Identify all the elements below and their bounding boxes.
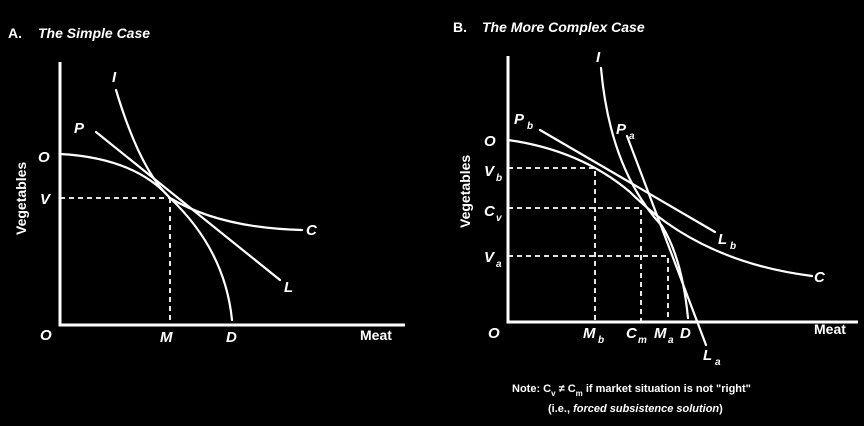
panel-b: B. The More Complex Case Vegetables Meat… <box>453 19 858 368</box>
panel-b-label-cm: C <box>626 325 638 342</box>
panel-b-axes <box>506 56 858 324</box>
panel-b-label-pa-sub: a <box>629 131 635 142</box>
panel-b-label-vb: V <box>484 163 496 180</box>
panel-a-x-axis-label: Meat <box>360 327 392 343</box>
panel-a-label-c: C <box>306 222 318 239</box>
panel-a-line-pl <box>94 130 282 282</box>
panel-a-letter: A. <box>8 25 22 41</box>
panel-b-label-mb-sub: b <box>598 335 604 346</box>
panel-a-curve-id <box>114 88 234 322</box>
panel-a-title: The Simple Case <box>38 25 150 41</box>
panel-b-dash-va-ma <box>508 255 669 322</box>
panel-a-axes <box>58 62 405 327</box>
panel-b-label-va-sub: a <box>496 259 502 270</box>
panel-b-label-la: L <box>703 347 712 364</box>
panel-b-label-cv: C <box>484 203 496 220</box>
note-line1-sub2: m <box>576 389 583 398</box>
note-line1-mid: ≠ C <box>556 383 576 395</box>
panel-b-line-pa-la <box>625 134 708 347</box>
footnote: Note: Cv ≠ Cm if market situation is not… <box>512 383 751 415</box>
panel-b-label-lb: L <box>718 231 727 248</box>
note-line1-suffix: if market situation is not "right" <box>583 383 751 395</box>
panel-b-label-lb-sub: b <box>730 241 736 252</box>
panel-b-label-vb-sub: b <box>496 173 502 184</box>
panel-b-label-pb-sub: b <box>527 121 533 132</box>
panel-b-x-axis-label: Meat <box>814 321 846 337</box>
panel-b-title: The More Complex Case <box>482 19 645 35</box>
note-line2-italic: forced subsistence solution <box>573 403 719 415</box>
panel-b-letter: B. <box>453 19 467 35</box>
panel-b-label-cv-sub: v <box>496 213 503 224</box>
panel-b-dash-vb-mb <box>508 167 596 322</box>
panel-b-label-d: D <box>680 325 691 342</box>
panel-b-label-cm-sub: m <box>638 335 647 346</box>
panel-a-label-i: I <box>112 69 117 86</box>
panel-a-label-o: O <box>38 149 50 166</box>
panel-a-label-l: L <box>284 279 293 296</box>
panel-b-label-c: C <box>814 269 826 286</box>
panel-b-y-axis-label: Vegetables <box>457 155 473 228</box>
panel-b-label-pa: P <box>616 121 627 138</box>
panel-b-label-mb: M <box>583 325 596 342</box>
panel-b-label-la-sub: a <box>715 357 721 368</box>
panel-a-label-d: D <box>226 329 237 346</box>
note-line2-suffix: ) <box>719 403 723 415</box>
panel-b-curve-oc <box>506 138 814 278</box>
panel-b-label-ma: M <box>654 325 667 342</box>
note-line1-prefix: Note: C <box>512 383 551 395</box>
panel-b-line-pb-lb <box>538 128 717 234</box>
panel-a-curve-oc <box>58 152 304 232</box>
panel-a: A. The Simple Case Vegetables Meat O O V… <box>8 25 405 346</box>
note-line2-prefix: (i.e., <box>548 403 573 415</box>
panel-a-label-m: M <box>160 329 173 346</box>
panel-b-label-ma-sub: a <box>668 335 674 346</box>
panel-b-label-o: O <box>484 133 496 150</box>
panel-a-y-axis-label: Vegetables <box>13 162 29 235</box>
panel-b-label-va: V <box>484 249 496 266</box>
panel-b-dash-cv-cm <box>508 207 642 322</box>
footnote-line-2: (i.e., forced subsistence solution) <box>548 403 723 415</box>
panel-a-origin: O <box>40 327 52 344</box>
panel-b-curve-id <box>599 66 690 320</box>
note-line1-sub1: v <box>551 389 556 398</box>
panel-b-origin: O <box>488 325 500 342</box>
footnote-line-1: Note: Cv ≠ Cm if market situation is not… <box>512 383 751 398</box>
panel-a-label-v: V <box>40 191 52 208</box>
panel-a-label-p: P <box>74 120 85 137</box>
panel-b-label-pb: P <box>514 111 525 128</box>
panel-b-label-i: I <box>596 49 601 66</box>
